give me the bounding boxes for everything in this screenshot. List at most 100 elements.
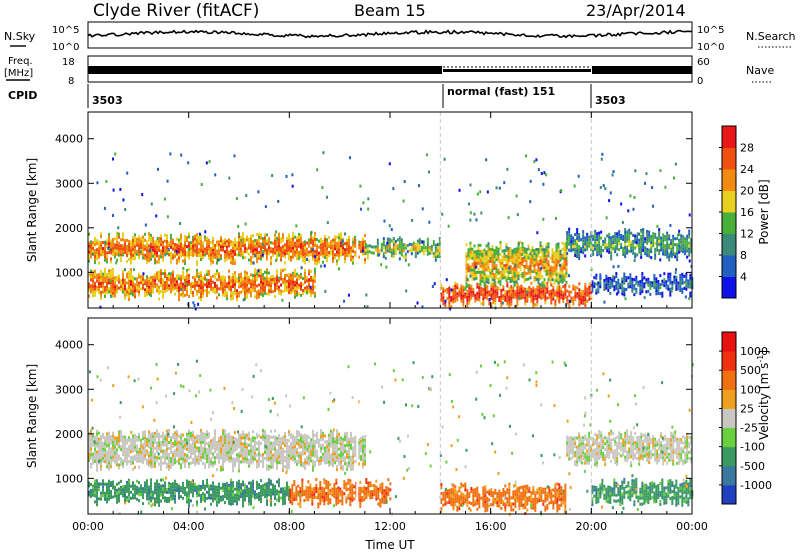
nsky-panel: N.Sky 10^5 10^0 10^5 10^0 N.Search (4, 21, 796, 53)
heatmap-cell (479, 261, 482, 265)
heatmap-cell (90, 275, 92, 279)
colorbar-tick-label: 8 (740, 249, 747, 262)
heatmap-cell (685, 284, 688, 288)
heatmap-cell (631, 289, 634, 293)
heatmap-cell (316, 431, 318, 435)
heatmap-cell (194, 249, 196, 253)
heatmap-cell (590, 241, 593, 245)
heatmap-cell (625, 276, 628, 280)
heatmap-cell (266, 464, 268, 468)
heatmap-cell (318, 438, 320, 442)
heatmap-cell (631, 280, 634, 284)
heatmap-cell (224, 453, 226, 457)
heatmap-cell (282, 236, 284, 240)
heatmap-cell (222, 444, 224, 448)
heatmap-cell (186, 251, 188, 255)
heatmap-cell (244, 250, 246, 254)
heatmap-cell (504, 289, 507, 293)
heatmap-cell (152, 248, 154, 252)
heatmap-cell (136, 237, 138, 241)
heatmap-cell (526, 287, 529, 291)
heatmap-cell (174, 452, 176, 456)
heatmap-cell (631, 283, 634, 287)
heatmap-cell (126, 450, 128, 454)
heatmap-cell (531, 251, 534, 255)
heatmap-cell (489, 253, 492, 257)
heatmap-cell (256, 245, 258, 249)
heatmap-cell (684, 243, 687, 247)
heatmap-cell (118, 250, 120, 254)
heatmap-cell (268, 243, 270, 247)
heatmap-cell (659, 274, 662, 278)
heatmap-cell (264, 239, 266, 243)
heatmap-cell (196, 455, 198, 459)
heatmap-cell (146, 293, 148, 297)
heatmap-cell (376, 241, 379, 245)
heatmap-cell (192, 282, 194, 286)
heatmap-cell (298, 253, 300, 257)
heatmap-cell (296, 284, 298, 288)
heatmap-cell (258, 446, 260, 450)
heatmap-cell (545, 272, 548, 276)
heatmap-cell (196, 260, 198, 264)
heatmap-cell (346, 248, 348, 252)
heatmap-cell (314, 273, 316, 277)
heatmap-cell (88, 241, 90, 245)
heatmap-cell (543, 257, 546, 261)
heatmap-cell (650, 241, 653, 245)
heatmap-cell (226, 291, 228, 295)
heatmap-cell (322, 458, 324, 462)
heatmap-cell (549, 268, 552, 272)
heatmap-cell (537, 269, 540, 273)
heatmap-cell (218, 275, 220, 279)
heatmap-cell (298, 460, 300, 464)
heatmap-cell (499, 273, 502, 277)
heatmap-cell (562, 285, 565, 289)
heatmap-cell (617, 278, 620, 282)
heatmap-speckle (612, 265, 615, 269)
heatmap-cell (128, 274, 130, 278)
heatmap-cell (308, 269, 310, 273)
heatmap-cell (584, 289, 587, 293)
heatmap-cell (553, 272, 556, 276)
heatmap-cell (146, 440, 148, 444)
heatmap-speckle (542, 217, 545, 221)
heatmap-cell (192, 235, 194, 239)
heatmap-speckle (166, 179, 169, 183)
heatmap-cell (332, 452, 334, 456)
heatmap-cell (517, 265, 520, 269)
heatmap-cell (160, 255, 162, 259)
heatmap-speckle (614, 245, 617, 249)
heatmap-cell (228, 287, 230, 291)
heatmap-cell (222, 459, 224, 463)
heatmap-cell (138, 253, 140, 257)
heatmap-cell (224, 438, 226, 442)
heatmap-cell (268, 437, 270, 441)
heatmap-cell (256, 441, 258, 445)
heatmap-cell (658, 243, 661, 247)
heatmap-cell (536, 288, 539, 292)
heatmap-cell (236, 289, 238, 293)
heatmap-cell (626, 239, 629, 243)
heatmap-cell (507, 271, 510, 275)
heatmap-cell (294, 280, 296, 284)
heatmap-cell (578, 244, 581, 248)
heatmap-cell (308, 253, 310, 257)
heatmap-cell (152, 465, 154, 469)
heatmap-cell (513, 274, 516, 278)
heatmap-cell (300, 233, 302, 237)
heatmap-cell (208, 456, 210, 460)
heatmap-cell (226, 254, 228, 258)
heatmap-cell (174, 248, 176, 252)
heatmap-cell (276, 251, 278, 255)
heatmap-cell (410, 249, 413, 253)
heatmap-cell (112, 267, 114, 271)
heatmap-cell (639, 289, 642, 293)
heatmap-cell (202, 285, 204, 289)
heatmap-cell (332, 437, 334, 441)
heatmap-cell (556, 297, 559, 301)
heatmap-cell (238, 469, 240, 473)
heatmap-cell (168, 287, 170, 291)
heatmap-cell (116, 439, 118, 443)
heatmap-cell (688, 247, 691, 251)
